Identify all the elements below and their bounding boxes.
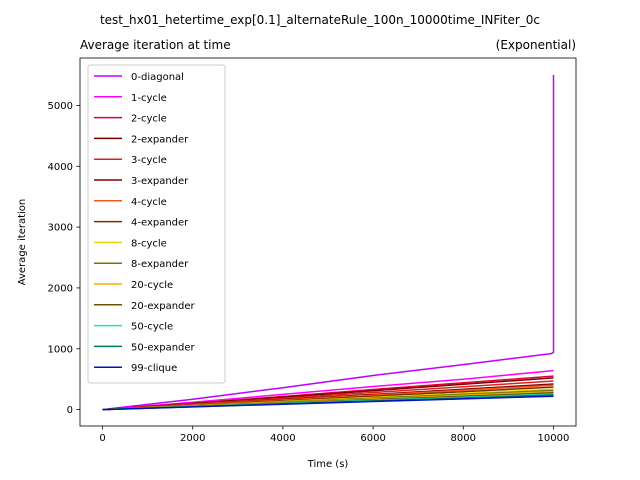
series-layer [102, 75, 555, 411]
y-axis-label: Average iteration [17, 199, 28, 286]
series-line-0-diagonal [102, 75, 555, 411]
x-tick-label: 10000 [538, 433, 570, 444]
legend-label: 3-expander [131, 176, 189, 187]
y-tick-label: 4000 [48, 162, 73, 173]
x-tick-label: 0 [99, 433, 105, 444]
x-tick-label: 4000 [270, 433, 295, 444]
legend-label: 20-expander [131, 301, 196, 312]
y-tick-label: 0 [67, 405, 73, 416]
legend-label: 4-expander [131, 218, 189, 229]
legend-label: 3-cycle [131, 155, 167, 166]
legend-label: 20-cycle [131, 280, 173, 291]
legend-label: 8-expander [131, 259, 189, 270]
legend-label: 50-expander [131, 342, 196, 353]
legend-label: 1-cycle [131, 93, 167, 104]
legend-label: 50-cycle [131, 322, 173, 333]
x-tick-label: 6000 [360, 433, 385, 444]
x-tick-label: 8000 [451, 433, 476, 444]
y-tick-label: 2000 [48, 283, 73, 294]
axes-frame [79, 57, 577, 427]
axes-layer: 0 2000 4000 6000 8000 10000 0 1000 2000 3000 4000 5… [48, 57, 577, 444]
chart-title-right: (Exponential) [496, 38, 576, 52]
legend-label: 2-cycle [131, 114, 167, 125]
x-axis-label: Time (s) [307, 459, 349, 470]
legend: 0-diagonal 1-cycle 2-cycle 2-expander 3-cycl… [87, 64, 226, 384]
legend-label: 2-expander [131, 134, 189, 145]
legend-label: 99-clique [131, 363, 177, 374]
legend-box [87, 64, 226, 384]
series-line-99-clique [102, 395, 554, 411]
legend-label: 0-diagonal [131, 72, 184, 83]
y-tick-label: 3000 [48, 223, 73, 234]
y-tick-label: 1000 [48, 344, 73, 355]
y-tick-label: 5000 [48, 101, 73, 112]
x-tick-label: 2000 [180, 433, 205, 444]
legend-label: 8-cycle [131, 238, 167, 249]
legend-label: 4-cycle [131, 197, 167, 208]
figure-title: test_hx01_hetertime_exp[0.1]_alternateRu… [100, 13, 540, 27]
chart-title: Average iteration at time [80, 38, 231, 52]
